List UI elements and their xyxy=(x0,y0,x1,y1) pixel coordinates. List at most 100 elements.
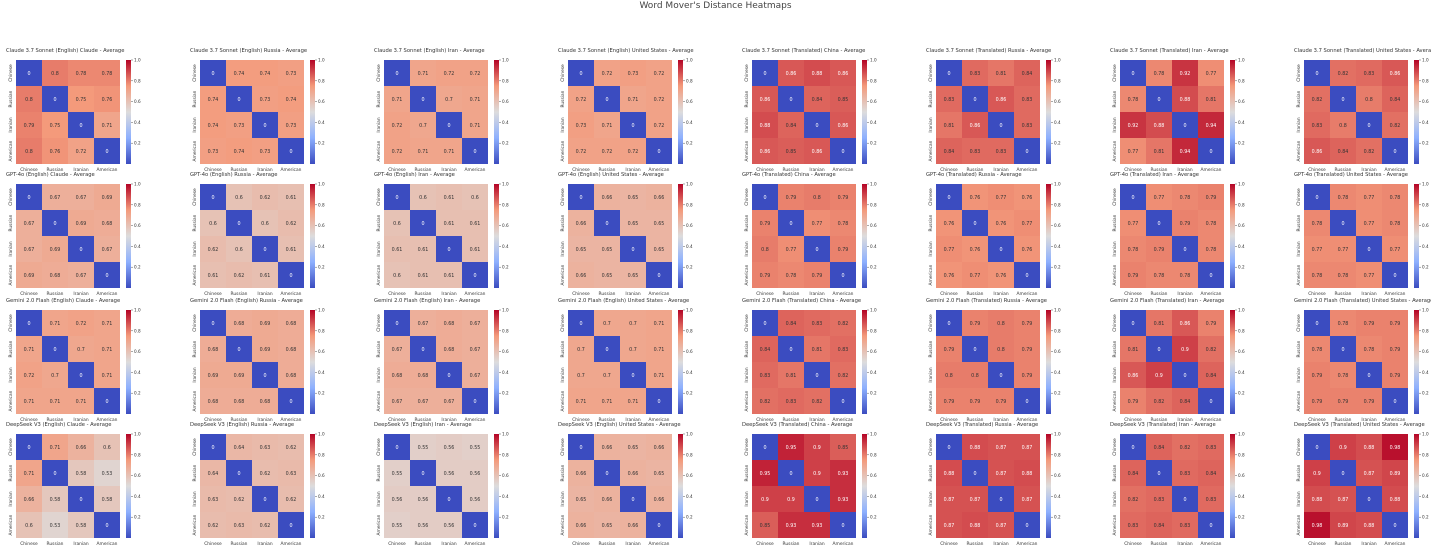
heatmap-cell xyxy=(94,310,120,336)
heatmap-cell xyxy=(830,362,856,388)
heatmap-cell xyxy=(1146,86,1172,112)
heatmap-cell xyxy=(752,210,778,236)
heatmap-cell xyxy=(1014,388,1040,414)
cell-value-label: 0.68 xyxy=(392,373,403,379)
heatmap-cell xyxy=(936,388,962,414)
y-tick-label: Iranian xyxy=(928,117,934,132)
heatmap-cell xyxy=(936,236,962,262)
heatmap-cell xyxy=(436,336,462,362)
cell-value-label: 0.79 xyxy=(1390,373,1401,379)
cell-value-label: 0.71 xyxy=(76,399,87,405)
cell-value-label: 0 xyxy=(657,523,660,529)
y-tick-label: Iranian xyxy=(1296,117,1302,132)
cell-value-label: 0.72 xyxy=(392,123,403,129)
cell-value-label: 0.9 xyxy=(1181,347,1189,353)
cell-value-label: 0 xyxy=(973,471,976,477)
cell-value-label: 0.75 xyxy=(76,97,87,103)
cell-value-label: 0.85 xyxy=(838,97,849,103)
cell-value-label: 0 xyxy=(631,123,634,129)
heatmap-cell xyxy=(1198,460,1224,486)
cell-value-label: 0.73 xyxy=(576,123,587,129)
cell-value-label: 0 xyxy=(841,523,844,529)
heatmap-cell xyxy=(594,138,620,164)
y-tick-label: American xyxy=(1112,390,1118,411)
x-tick-label: Chinese xyxy=(1308,541,1326,547)
heatmap-cell xyxy=(988,336,1014,362)
heatmap-cell xyxy=(1146,262,1172,288)
cell-value-label: 0.69 xyxy=(208,373,219,379)
heatmap-cell xyxy=(1304,210,1330,236)
heatmap-cell xyxy=(94,460,120,486)
heatmap-cell xyxy=(1014,336,1040,362)
x-tick-label: Iranian xyxy=(1361,167,1376,173)
panel-title: Gemini 2.0 Flash (Translated) United Sta… xyxy=(1294,298,1431,304)
cell-value-label: 0 xyxy=(447,497,450,503)
heatmap-cell xyxy=(752,236,778,262)
heatmap-cell xyxy=(252,236,278,262)
x-tick-label: American xyxy=(833,541,854,547)
cell-value-label: 0.71 xyxy=(576,399,587,405)
heatmap-cell xyxy=(568,512,594,538)
cell-value-label: 0.73 xyxy=(260,97,271,103)
cell-value-label: 0.8 xyxy=(25,97,33,103)
colorbar xyxy=(1414,60,1419,164)
colorbar xyxy=(126,434,131,538)
cell-value-label: 0.71 xyxy=(102,123,113,129)
heatmap-cell xyxy=(436,184,462,210)
cell-value-label: 0.65 xyxy=(654,471,665,477)
cell-value-label: 0.95 xyxy=(760,471,771,477)
heatmap-cell xyxy=(1356,460,1382,486)
x-tick-label: Russian xyxy=(47,541,64,547)
cell-value-label: 0 xyxy=(79,497,82,503)
cell-value-label: 0 xyxy=(53,347,56,353)
y-tick-label: Chinese xyxy=(928,438,934,456)
colorbar xyxy=(310,184,315,288)
y-tick-label: American xyxy=(928,390,934,411)
heatmap-cell xyxy=(620,60,646,86)
y-tick-label: American xyxy=(560,390,566,411)
heatmap-cell xyxy=(1146,512,1172,538)
y-tick-label: Russian xyxy=(8,464,14,481)
cell-value-label: 0 xyxy=(395,195,398,201)
heatmap-cell xyxy=(620,236,646,262)
colorbar-tick-label: 1.0 xyxy=(134,432,141,437)
heatmap-cell xyxy=(988,434,1014,460)
cell-value-label: 0.98 xyxy=(1390,445,1401,451)
colorbar-tick-label: 0.8 xyxy=(1054,78,1061,83)
heatmap-cell xyxy=(1172,362,1198,388)
colorbar xyxy=(1046,184,1051,288)
colorbar-tick-label: 0.8 xyxy=(686,78,693,83)
x-tick-label: Iranian xyxy=(257,541,272,547)
colorbar-tick-label: 1.0 xyxy=(1422,58,1429,63)
x-tick-label: Chinese xyxy=(1308,291,1326,297)
cell-value-label: 0.79 xyxy=(786,195,797,201)
colorbar-tick-label: 0.4 xyxy=(870,494,877,499)
cell-value-label: 0.79 xyxy=(944,399,955,405)
x-tick-label: Chinese xyxy=(940,291,958,297)
heatmap-cell xyxy=(16,86,42,112)
colorbar-tick-label: 0.4 xyxy=(1238,120,1245,125)
heatmap-cell xyxy=(1304,362,1330,388)
cell-value-label: 0.84 xyxy=(1206,471,1217,477)
colorbar-tick-label: 0.4 xyxy=(502,244,509,249)
heatmap-cell xyxy=(68,236,94,262)
cell-value-label: 0.66 xyxy=(654,497,665,503)
heatmap-cell xyxy=(436,388,462,414)
heatmap-cell xyxy=(830,512,856,538)
cell-value-label: 0.79 xyxy=(812,273,823,279)
colorbar-tick-label: 0.2 xyxy=(1054,391,1061,396)
heatmap-cell xyxy=(94,112,120,138)
colorbar-tick-label: 0.4 xyxy=(1422,244,1429,249)
cell-value-label: 0.78 xyxy=(1312,273,1323,279)
x-tick-label: Russian xyxy=(783,167,800,173)
heatmap-cell xyxy=(1172,112,1198,138)
cell-value-label: 0 xyxy=(447,123,450,129)
y-tick-label: Iranian xyxy=(560,117,566,132)
heatmap-cell xyxy=(462,236,488,262)
heatmap-cell xyxy=(1330,112,1356,138)
cell-value-label: 0 xyxy=(1183,373,1186,379)
cell-value-label: 0 xyxy=(473,523,476,529)
heatmap-cell xyxy=(16,138,42,164)
y-tick-label: Russian xyxy=(192,464,198,481)
